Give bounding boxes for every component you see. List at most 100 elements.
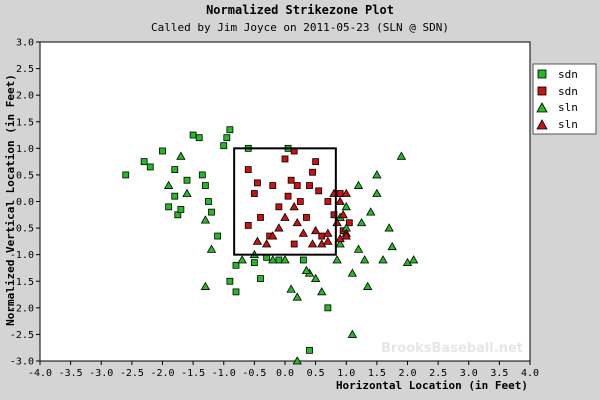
data-point-triangle-sln: [396, 151, 407, 160]
y-tick-label: 2.5: [16, 64, 34, 75]
legend-label-3: sln: [558, 101, 578, 114]
data-point-triangle-sln: [323, 228, 333, 237]
data-point-square-sdn: [226, 126, 234, 134]
data-point-triangle-sln: [301, 265, 312, 275]
data-point-square-sdn: [140, 158, 148, 166]
x-tick-label: -2.5: [120, 368, 144, 379]
data-point-square-sdn: [306, 182, 313, 189]
data-point-square-sdn: [171, 166, 179, 174]
data-point-square-sdn: [250, 259, 258, 267]
strike-zone-box: [233, 147, 337, 256]
data-point-triangle-sln: [341, 202, 351, 211]
data-point-triangle-sln: [200, 281, 211, 290]
legend-marker-sdn-red: [537, 86, 547, 96]
x-tick-label: -1.0: [212, 368, 236, 379]
data-point-square-sdn: [226, 277, 234, 285]
data-point-square-sdn: [312, 158, 320, 166]
data-point-square-sdn: [195, 134, 203, 142]
x-tick-label: 1.5: [368, 368, 386, 379]
y-tick-label: 2.0: [16, 91, 34, 102]
data-point-square-sdn: [183, 176, 191, 184]
data-point-triangle-sln: [310, 225, 321, 235]
data-point-triangle-sln: [182, 188, 192, 197]
legend-marker-sln-red: [536, 119, 548, 130]
data-point-triangle-sln: [366, 207, 376, 216]
x-tick-label: 3.5: [490, 368, 508, 379]
data-point-triangle-sln: [341, 231, 351, 240]
data-point-square-sdn: [189, 131, 197, 139]
data-point-square-sdn: [208, 208, 215, 216]
y-tick-label: -2.0: [10, 303, 34, 314]
legend-label-1: sdn: [558, 68, 578, 81]
data-point-square-sdn: [232, 261, 240, 269]
x-axis-label: Horizontal Location (in Feet): [336, 379, 528, 392]
data-point-triangle-sln: [280, 212, 290, 221]
data-point-triangle-sln: [408, 255, 419, 264]
data-point-triangle-sln: [280, 255, 290, 264]
data-point-triangle-sln: [402, 257, 413, 267]
data-point-triangle-sln: [310, 273, 321, 282]
x-tick-label: 1.0: [337, 368, 355, 379]
data-point-triangle-sln: [323, 236, 333, 245]
data-point-square-sdn: [275, 203, 283, 211]
data-point-triangle-sln: [387, 241, 397, 251]
x-tick-label: 2.0: [398, 368, 416, 379]
data-point-square-sdn: [296, 198, 304, 205]
y-tick-label: 0.5: [16, 170, 34, 181]
watermark: BrooksBaseball.net: [381, 341, 523, 356]
chart-subtitle: Called by Jim Joyce on 2011-05-23 (SLN @…: [150, 21, 449, 34]
data-point-triangle-sln: [335, 233, 345, 243]
data-point-triangle-sln: [338, 209, 348, 219]
data-point-triangle-sln: [163, 180, 174, 189]
data-point-square-sdn: [303, 214, 310, 221]
data-point-triangle-sln: [356, 217, 367, 227]
data-point-square-sdn: [330, 211, 338, 219]
data-point-triangle-sln: [200, 215, 211, 224]
data-point-square-sdn: [165, 203, 173, 211]
data-point-square-sdn: [205, 198, 212, 205]
data-point-triangle-sln: [289, 202, 299, 211]
data-point-triangle-sln: [307, 239, 318, 248]
legend-marker-sdn-green: [537, 69, 547, 79]
data-point-square-sdn: [287, 176, 295, 184]
data-point-triangle-sln: [359, 255, 370, 264]
y-tick-label: 1.0: [16, 144, 34, 155]
data-point-square-sdn: [275, 256, 283, 264]
data-point-triangle-sln: [268, 231, 278, 240]
data-point-triangle-sln: [268, 255, 278, 264]
data-point-square-sdn: [315, 187, 323, 195]
data-point-square-sdn: [345, 219, 353, 227]
legend-marker-sln-green: [536, 102, 548, 113]
data-point-triangle-sln: [332, 255, 342, 264]
data-point-triangle-sln: [274, 223, 284, 232]
data-point-triangle-sln: [206, 244, 217, 253]
data-point-triangle-sln: [292, 356, 302, 365]
data-point-square-sdn: [309, 168, 316, 176]
data-point-square-sdn: [159, 147, 166, 155]
y-tick-label: -0.5: [10, 224, 34, 235]
data-point-triangle-sln: [335, 196, 345, 205]
data-point-triangle-sln: [298, 228, 309, 237]
data-point-square-sdn: [324, 304, 332, 312]
y-axis-label: Normalized Vertical Location (in Feet): [4, 74, 17, 326]
data-point-triangle-sln: [347, 268, 358, 277]
data-point-square-sdn: [269, 182, 277, 189]
data-point-square-sdn: [223, 134, 231, 142]
x-tick-label: 0.5: [307, 368, 325, 379]
x-tick-label: -2.0: [150, 368, 174, 379]
legend-label-2: sdn: [558, 85, 578, 98]
data-point-square-sdn: [290, 240, 298, 248]
data-point-triangle-sln: [353, 180, 364, 189]
y-tick-label: 1.5: [16, 117, 34, 128]
data-point-triangle-sln: [347, 329, 358, 338]
x-tick-label: 2.5: [429, 368, 447, 379]
data-point-square-sdn: [214, 232, 222, 240]
data-point-triangle-sln: [237, 255, 247, 264]
y-tick-label: -2.5: [10, 330, 34, 341]
data-point-triangle-sln: [378, 255, 388, 264]
data-point-square-sdn: [257, 214, 264, 221]
data-point-square-sdn: [299, 256, 307, 264]
x-tick-label: 0.0: [276, 368, 294, 379]
